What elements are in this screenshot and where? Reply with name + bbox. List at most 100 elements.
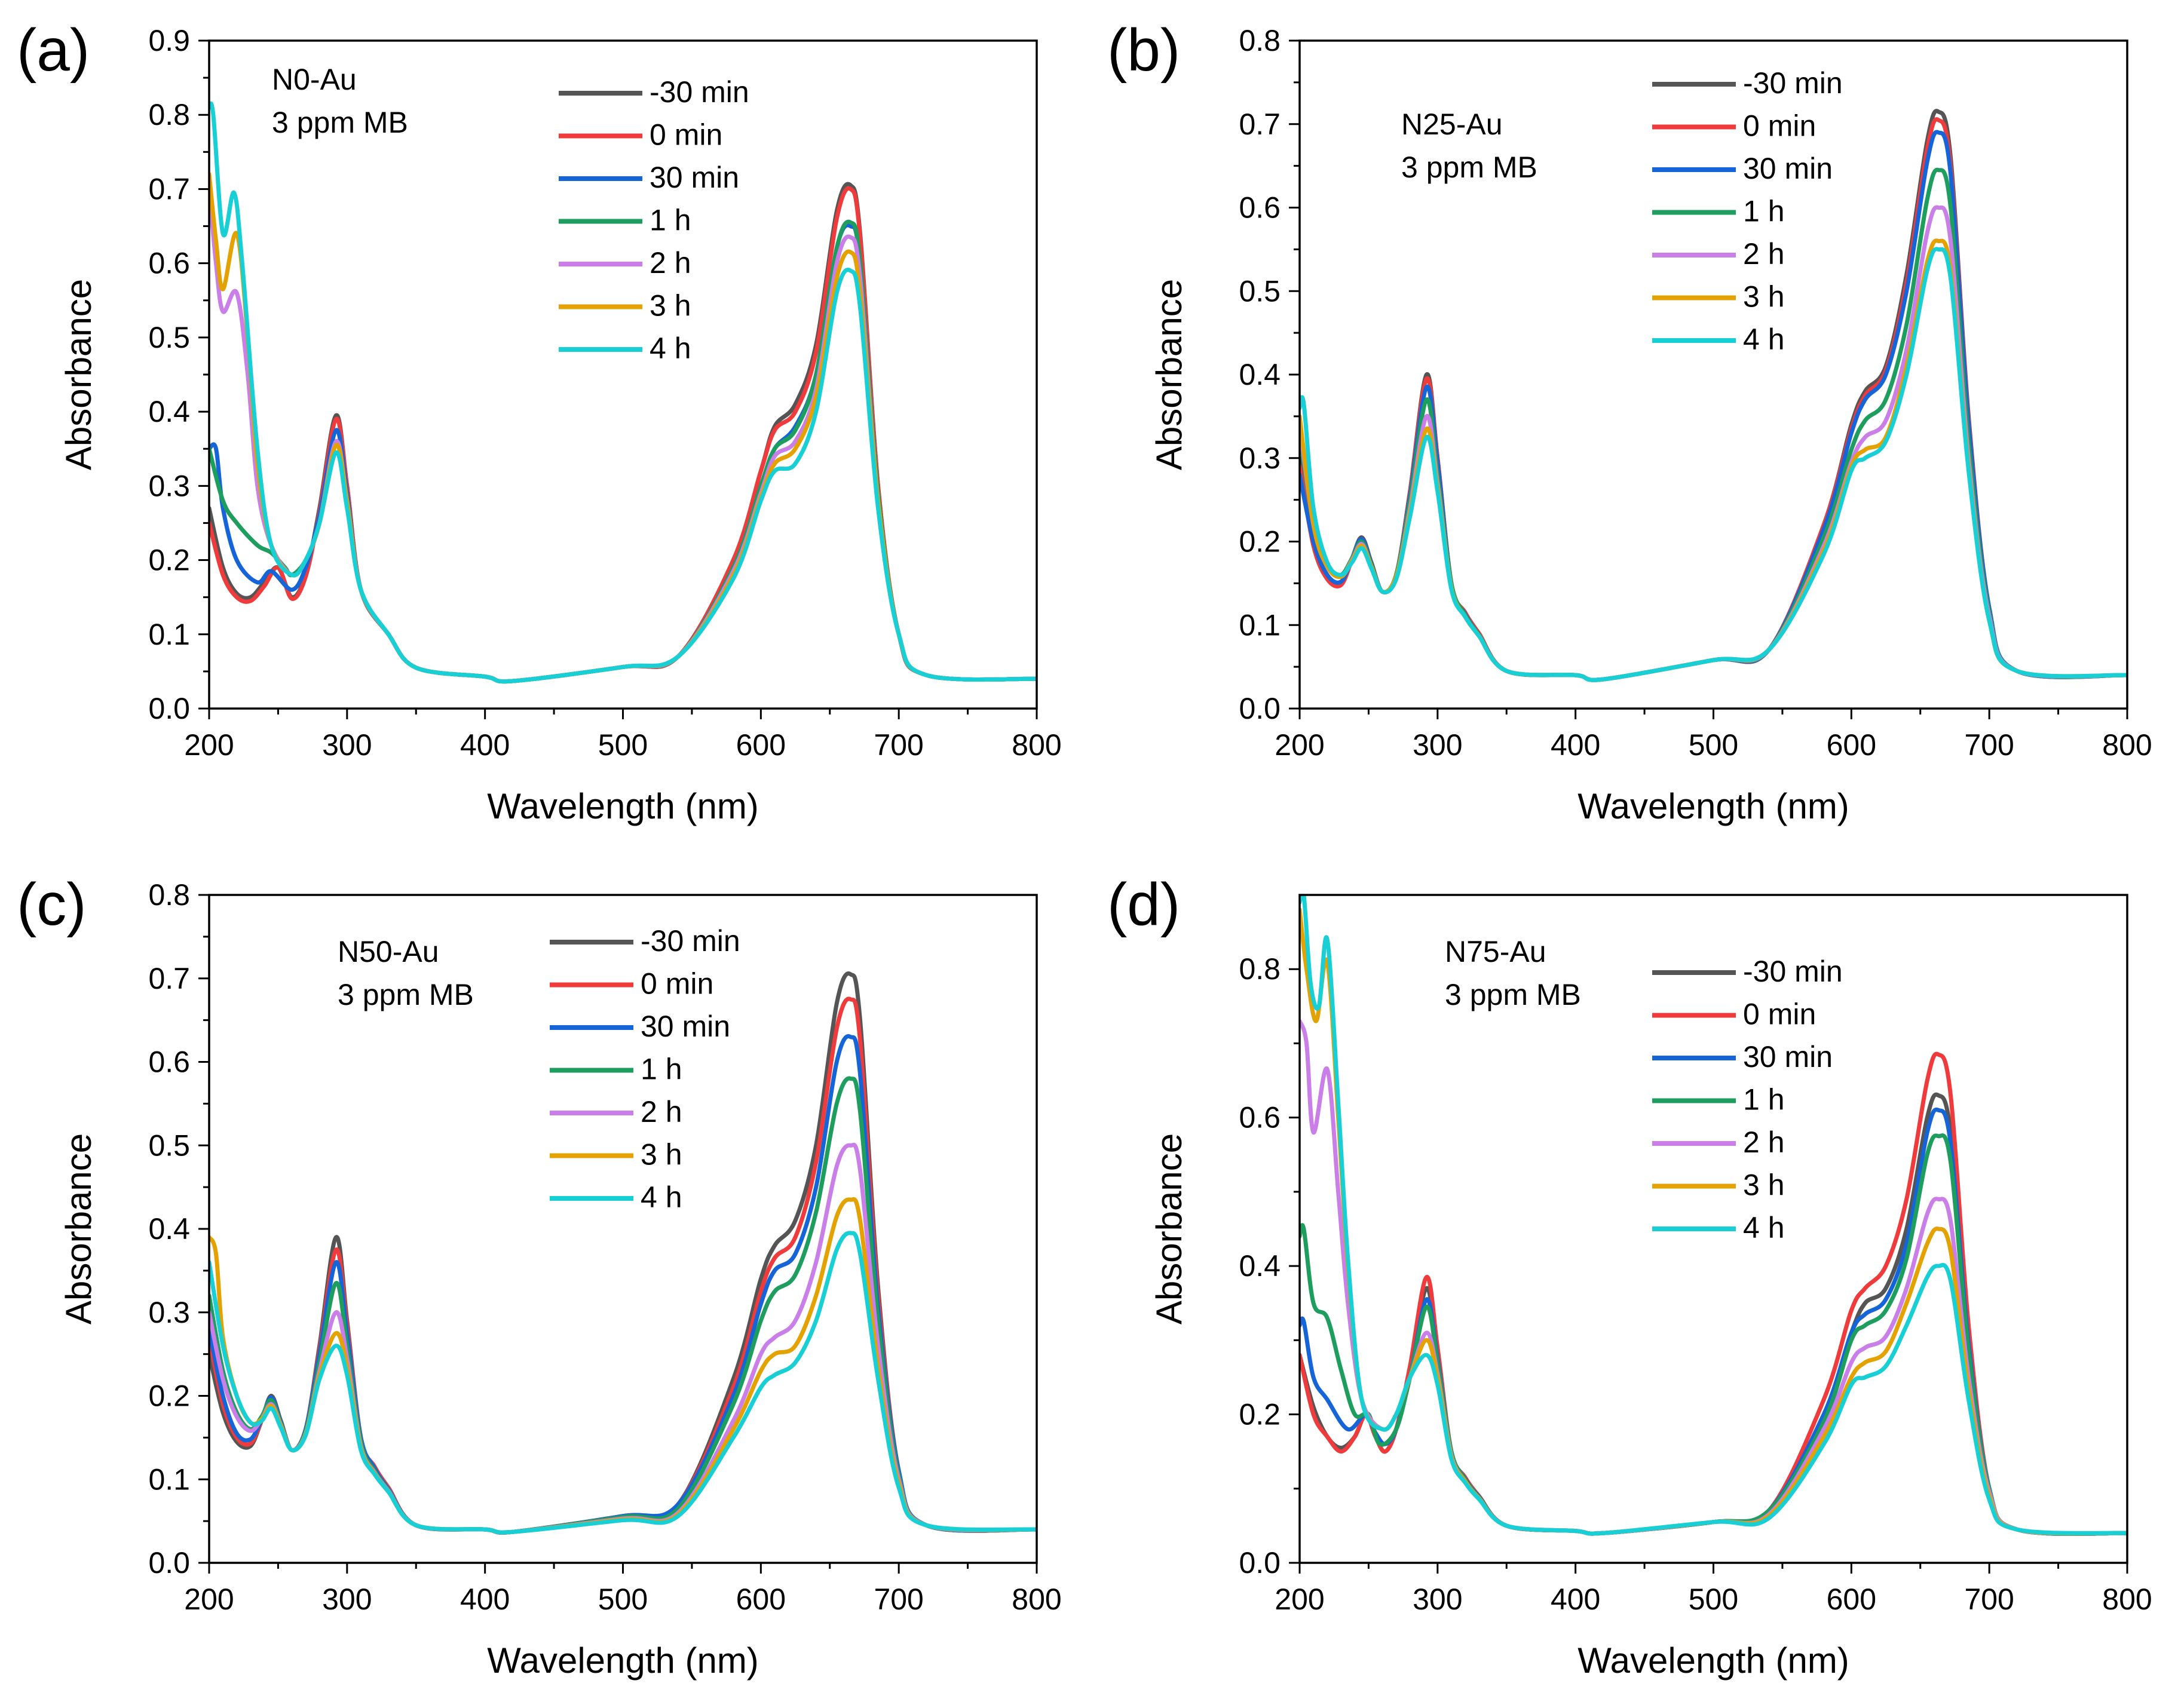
y-tick-label: 0.5 bbox=[148, 321, 190, 354]
y-tick-label: 0.2 bbox=[148, 1379, 190, 1413]
series-group bbox=[1300, 895, 2127, 1536]
y-tick-label: 0.4 bbox=[148, 1212, 190, 1246]
legend-label: 1 h bbox=[650, 204, 691, 237]
legend-label: 2 h bbox=[1743, 1126, 1785, 1159]
y-tick-label: 0.8 bbox=[148, 878, 190, 912]
legend-label: -30 min bbox=[1743, 955, 1843, 988]
legend-label: -30 min bbox=[650, 75, 749, 109]
y-tick-label: 0.8 bbox=[1239, 952, 1281, 986]
panel-label: (d) bbox=[1107, 871, 1181, 938]
legend-label: 4 h bbox=[641, 1180, 682, 1214]
annotation-text: N0-Au bbox=[272, 63, 357, 96]
plot-area: 200 300 400 500 600 700 800 0.0 0.1 0.2 0.3 0.4 0.5 0… bbox=[59, 878, 1062, 1681]
series-group bbox=[209, 971, 1037, 1535]
series-group bbox=[209, 101, 1037, 684]
series-line bbox=[1300, 247, 2127, 682]
legend-label: -30 min bbox=[641, 924, 740, 958]
x-tick-label: 400 bbox=[1551, 1583, 1600, 1616]
x-tick-label: 800 bbox=[1012, 728, 1061, 762]
y-tick-label: 0.1 bbox=[1239, 608, 1281, 642]
y-tick-label: 0.5 bbox=[148, 1129, 190, 1162]
y-tick-label: 0.6 bbox=[148, 247, 190, 280]
annotation-text: N50-Au bbox=[338, 935, 439, 968]
x-axis-title: Wavelength (nm) bbox=[1577, 786, 1849, 826]
annotation-text: 3 ppm MB bbox=[272, 106, 408, 139]
series-line bbox=[1300, 907, 2127, 1536]
x-tick-label: 600 bbox=[736, 1583, 786, 1616]
y-tick-label: 0.2 bbox=[1239, 1398, 1281, 1431]
x-tick-label: 200 bbox=[184, 1583, 234, 1616]
legend-label: 0 min bbox=[650, 118, 722, 152]
series-line bbox=[209, 1231, 1037, 1535]
panel-b: (b) 200 300 400 500 600 700 800 0.0 0.1 0.2 0.3 0.4… bbox=[1090, 0, 2181, 854]
series-line bbox=[1300, 895, 2127, 1536]
x-tick-label: 300 bbox=[322, 728, 372, 762]
x-tick-label: 600 bbox=[736, 728, 786, 762]
panel-a: (a) 200 300 400 500 600 700 800 0.0 0.1 0.2 0.3 0.4… bbox=[0, 0, 1090, 854]
y-tick-label: 0.4 bbox=[1239, 358, 1281, 391]
series-line bbox=[1300, 1051, 2127, 1536]
y-tick-label: 0.0 bbox=[148, 1546, 190, 1580]
annotation-text: 3 ppm MB bbox=[1401, 151, 1537, 184]
plot-area: 200 300 400 500 600 700 800 0.0 0.1 0.2 0.3 0.4 0.5 0… bbox=[59, 24, 1062, 826]
legend-label: 0 min bbox=[1743, 998, 1816, 1031]
y-tick-label: 0.3 bbox=[1239, 441, 1281, 475]
x-tick-label: 700 bbox=[874, 1583, 923, 1616]
y-tick-label: 0.2 bbox=[148, 544, 190, 577]
x-tick-label: 700 bbox=[1964, 728, 2014, 762]
annotation-text: 3 ppm MB bbox=[1445, 978, 1581, 1011]
y-tick-label: 0.2 bbox=[1239, 525, 1281, 559]
x-tick-label: 400 bbox=[460, 728, 510, 762]
annotation-text: N25-Au bbox=[1401, 108, 1503, 141]
panel-d: (d) 200 300 400 500 600 700 800 0.0 0.2 0.4 0.6 0.8… bbox=[1090, 854, 2181, 1708]
plot-area: 200 300 400 500 600 700 800 0.0 0.1 0.2 0.3 0.4 0.5 0… bbox=[1149, 24, 2152, 826]
panel-label: (a) bbox=[17, 17, 90, 84]
plot-area: 200 300 400 500 600 700 800 0.0 0.2 0.4 0.6 0.8 Wave… bbox=[1149, 894, 2152, 1681]
legend-label: 4 h bbox=[650, 332, 691, 365]
y-tick-label: 0.6 bbox=[148, 1045, 190, 1079]
plot-frame bbox=[1298, 39, 2128, 710]
series-line bbox=[1300, 1107, 2127, 1536]
legend-label: 30 min bbox=[650, 161, 739, 194]
y-tick-label: 0.7 bbox=[148, 962, 190, 995]
legend-label: 30 min bbox=[1743, 1040, 1833, 1074]
y-tick-label: 0.0 bbox=[1239, 1546, 1281, 1580]
y-tick-label: 0.3 bbox=[148, 1296, 190, 1329]
series-line bbox=[1300, 238, 2127, 682]
y-tick-label: 0.9 bbox=[148, 24, 190, 57]
series-line bbox=[1300, 1019, 2127, 1536]
plot-frame bbox=[1298, 894, 2128, 1564]
legend-label: 2 h bbox=[650, 246, 691, 280]
plot-frame bbox=[208, 39, 1038, 710]
panel-c: (c) 200 300 400 500 600 700 800 0.0 0.1 0.2 0.3 0.4… bbox=[0, 854, 1090, 1708]
y-tick-label: 0.0 bbox=[1239, 692, 1281, 725]
legend-label: 3 h bbox=[1743, 280, 1785, 314]
legend-label: 30 min bbox=[641, 1010, 730, 1043]
legend-label: 2 h bbox=[641, 1095, 682, 1129]
x-tick-label: 700 bbox=[874, 728, 923, 762]
y-axis-title: Absorbance bbox=[1149, 1133, 1189, 1324]
x-tick-label: 500 bbox=[1689, 1583, 1738, 1616]
legend-label: -30 min bbox=[1743, 66, 1843, 100]
y-tick-label: 0.1 bbox=[148, 618, 190, 651]
y-axis-title: Absorbance bbox=[1149, 279, 1189, 470]
x-tick-label: 500 bbox=[1689, 728, 1738, 762]
legend-label: 3 h bbox=[641, 1138, 682, 1172]
x-axis-title: Wavelength (nm) bbox=[487, 786, 759, 826]
legend-label: 1 h bbox=[1743, 1083, 1785, 1117]
x-tick-label: 200 bbox=[1275, 728, 1324, 762]
x-tick-label: 300 bbox=[1413, 728, 1462, 762]
y-tick-label: 0.7 bbox=[1239, 108, 1281, 141]
annotation-text: 3 ppm MB bbox=[338, 978, 474, 1011]
y-tick-label: 0.7 bbox=[148, 172, 190, 206]
legend-label: 1 h bbox=[641, 1053, 682, 1086]
y-axis-title: Absorbance bbox=[59, 279, 99, 470]
y-axis-title: Absorbance bbox=[59, 1133, 99, 1324]
legend-label: 0 min bbox=[1743, 109, 1816, 143]
y-tick-label: 0.6 bbox=[1239, 191, 1281, 225]
series-line bbox=[209, 101, 1037, 684]
x-tick-label: 200 bbox=[184, 728, 234, 762]
y-tick-label: 0.8 bbox=[1239, 24, 1281, 57]
x-tick-label: 400 bbox=[1551, 728, 1600, 762]
